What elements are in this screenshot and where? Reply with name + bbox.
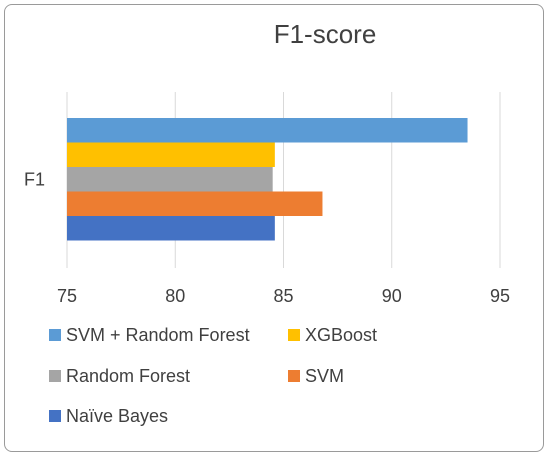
legend-item: SVM + Random Forest — [49, 325, 250, 345]
bar-svm-random-forest — [67, 118, 468, 143]
bar-svm — [67, 191, 323, 216]
legend-swatch — [49, 410, 61, 422]
legend-swatch — [288, 370, 300, 382]
legend-swatch — [49, 370, 61, 382]
category-labels: F1 — [24, 169, 45, 189]
legend-label: Random Forest — [66, 366, 190, 386]
x-tick-label: 75 — [57, 286, 77, 306]
legend-item: Naïve Bayes — [49, 406, 168, 426]
legend-item: Random Forest — [49, 366, 190, 386]
bars — [67, 118, 468, 241]
legend-label: XGBoost — [305, 325, 377, 345]
legend-label: SVM — [305, 366, 344, 386]
legend-swatch — [49, 329, 61, 341]
legend-item: SVM — [288, 366, 344, 386]
chart-title: F1-score — [274, 19, 377, 49]
x-tick-label: 95 — [490, 286, 510, 306]
x-tick-label: 80 — [165, 286, 185, 306]
x-tick-label: 90 — [382, 286, 402, 306]
legend-label: SVM + Random Forest — [66, 325, 250, 345]
bar-na-ve-bayes — [67, 216, 275, 241]
category-label: F1 — [24, 169, 45, 189]
legend-label: Naïve Bayes — [66, 406, 168, 426]
x-tick-label: 85 — [273, 286, 293, 306]
x-tick-labels: 75 80 85 90 95 — [57, 286, 510, 306]
legend-item: XGBoost — [288, 325, 377, 345]
legend: SVM + Random Forest XGBoost Random Forest S… — [49, 325, 377, 426]
bar-xgboost — [67, 142, 275, 167]
bar-random-forest — [67, 167, 273, 192]
legend-swatch — [288, 329, 300, 341]
